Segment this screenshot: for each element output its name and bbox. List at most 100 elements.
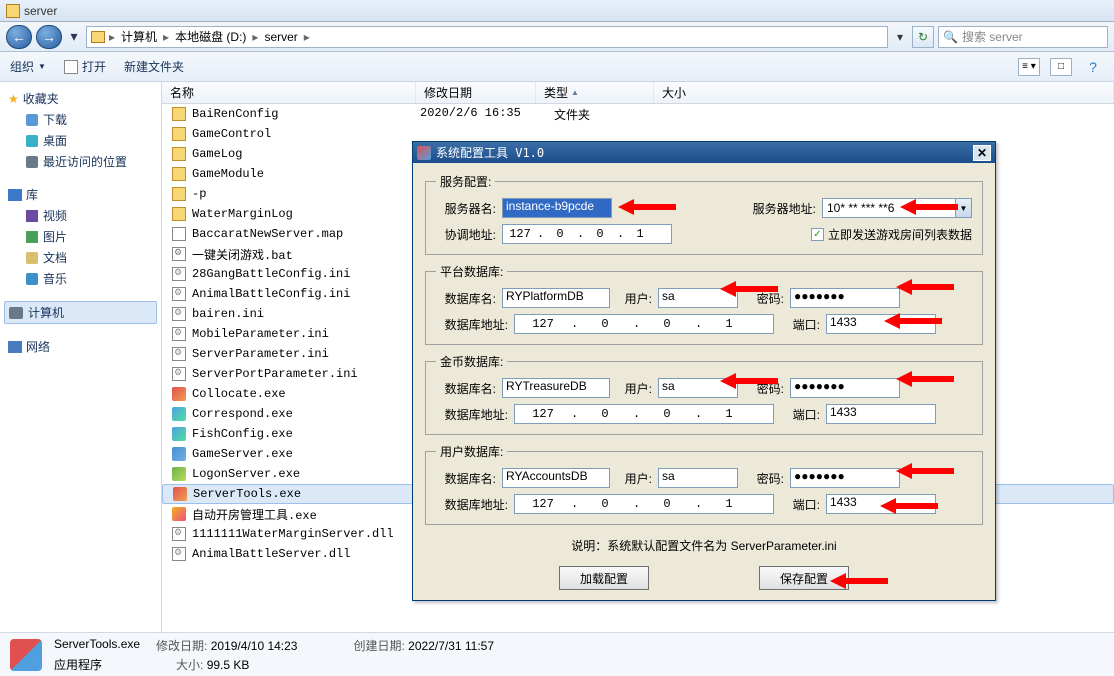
back-button[interactable]: ← [6, 25, 32, 49]
load-config-button[interactable]: 加载配置 [559, 566, 649, 590]
breadcrumb-field[interactable]: ▸ 计算机 ▸ 本地磁盘 (D:) ▸ server ▸ [86, 26, 888, 48]
col-name[interactable]: 名称 [162, 82, 416, 103]
library-icon [8, 189, 22, 201]
search-field[interactable]: 🔍 搜索 server [938, 26, 1108, 48]
file-name: Correspond.exe [192, 407, 293, 421]
file-row[interactable]: BaiRenConfig [162, 104, 1114, 124]
coord-ip-input[interactable]: 127. 0. 0. 1 [502, 224, 672, 244]
favorites-header[interactable]: ★收藏夹 [4, 88, 157, 109]
ini-icon [172, 347, 186, 361]
nav-network[interactable]: 网络 [4, 336, 157, 357]
exe3-icon [172, 507, 186, 521]
platform-db-group: 平台数据库: 数据库名: RYPlatformDB 用户: sa 密码: ●●●… [425, 263, 983, 345]
file-name: 1111111WaterMarginServer.dll [192, 527, 394, 541]
file-name: 28GangBattleConfig.ini [192, 267, 350, 281]
history-dropdown[interactable]: ▾ [66, 25, 82, 49]
nav-videos[interactable]: 视频 [4, 205, 157, 226]
file-name: LogonServer.exe [192, 467, 300, 481]
ini-icon [172, 267, 186, 281]
file-name: bairen.ini [192, 307, 264, 321]
gold-db-ip-input[interactable]: 127. 0. 0. 1 [514, 404, 774, 424]
file-name: AnimalBattleServer.dll [192, 547, 350, 561]
user-db-ip-input[interactable]: 127. 0. 0. 1 [514, 494, 774, 514]
platform-db-user-input[interactable]: sa [658, 288, 738, 308]
nav-recent[interactable]: 最近访问的位置 [4, 151, 157, 172]
col-date[interactable]: 修改日期 [416, 82, 536, 103]
preview-pane-button[interactable]: □ [1050, 58, 1072, 76]
ini-icon [172, 367, 186, 381]
breadcrumb[interactable]: 本地磁盘 (D:) [173, 28, 248, 45]
user-db-port-input[interactable]: 1433 [826, 494, 936, 514]
help-button[interactable]: ? [1082, 58, 1104, 76]
nav-documents[interactable]: 文档 [4, 247, 157, 268]
dialog-titlebar[interactable]: 系统配置工具 V1.0 ✕ [413, 142, 995, 163]
file-name: Collocate.exe [192, 387, 286, 401]
nav-desktop[interactable]: 桌面 [4, 130, 157, 151]
file-name: ServerPortParameter.ini [192, 367, 358, 381]
ini-icon [172, 327, 186, 341]
send-list-checkbox[interactable]: ✓立即发送游戏房间列表数据 [811, 226, 972, 243]
close-button[interactable]: ✕ [973, 145, 991, 161]
organize-menu[interactable]: 组织▼ [10, 58, 46, 75]
document-icon [26, 252, 38, 264]
nav-music[interactable]: 音乐 [4, 268, 157, 289]
gold-db-port-input[interactable]: 1433 [826, 404, 936, 424]
search-placeholder: 搜索 server [962, 28, 1023, 45]
folder-icon [91, 31, 105, 43]
bat-icon [172, 247, 186, 261]
platform-db-ip-input[interactable]: 127. 0. 0. 1 [514, 314, 774, 334]
nav-downloads[interactable]: 下载 [4, 109, 157, 130]
server-name-input[interactable]: instance-b9pcde [502, 198, 612, 218]
gold-db-user-input[interactable]: sa [658, 378, 738, 398]
file-name: FishConfig.exe [192, 427, 293, 441]
server-addr-combo[interactable]: 10* ** *** **6▼ [822, 198, 972, 218]
command-toolbar: 组织▼ 打开 新建文件夹 ≡ ▾ □ ? [0, 52, 1114, 82]
exe1-icon [172, 387, 186, 401]
refresh-button[interactable]: ↻ [912, 26, 934, 48]
gold-db-name-input[interactable]: RYTreasureDB [502, 378, 610, 398]
nav-pictures[interactable]: 图片 [4, 226, 157, 247]
user-db-name-input[interactable]: RYAccountsDB [502, 468, 610, 488]
col-type[interactable]: 类型▲ [536, 82, 654, 103]
platform-db-port-input[interactable]: 1433 [826, 314, 936, 334]
open-button[interactable]: 打开 [64, 58, 106, 75]
music-icon [26, 273, 38, 285]
desktop-icon [26, 135, 38, 147]
file-date: 2020/2/6 16:35 [420, 106, 521, 120]
breadcrumb[interactable]: 计算机 [119, 28, 159, 45]
platform-db-name-input[interactable]: RYPlatformDB [502, 288, 610, 308]
file-type: 文件夹 [554, 106, 590, 123]
window-titlebar: server [0, 0, 1114, 22]
gold-db-pwd-input[interactable]: ●●●●●●● [790, 378, 900, 398]
save-config-button[interactable]: 保存配置 [759, 566, 849, 590]
file-name: ServerTools.exe [193, 487, 301, 501]
file-name: GameModule [192, 167, 264, 181]
user-db-user-input[interactable]: sa [658, 468, 738, 488]
file-name: -p [192, 187, 206, 201]
picture-icon [26, 231, 38, 243]
navigation-pane: ★收藏夹 下载 桌面 最近访问的位置 库 视频 图片 文档 音乐 计算机 网络 [0, 82, 162, 632]
search-icon: 🔍 [943, 30, 958, 44]
exe2-icon [172, 427, 186, 441]
libraries-header[interactable]: 库 [4, 184, 157, 205]
address-dropdown[interactable]: ▾ [892, 30, 908, 44]
network-icon [8, 341, 22, 353]
folder-icon [172, 187, 186, 201]
nav-computer[interactable]: 计算机 [4, 301, 157, 324]
note-text: 说明：系统默认配置文件名为 ServerParameter.ini [425, 533, 983, 556]
view-button[interactable]: ≡ ▾ [1018, 58, 1040, 76]
file-name: GameLog [192, 147, 242, 161]
user-db-pwd-input[interactable]: ●●●●●●● [790, 468, 900, 488]
new-folder-button[interactable]: 新建文件夹 [124, 58, 184, 75]
app-icon [417, 146, 431, 160]
breadcrumb[interactable]: server [262, 30, 299, 44]
folder-icon [172, 207, 186, 221]
exe1-icon [173, 487, 187, 501]
video-icon [26, 210, 38, 222]
user-db-group: 用户数据库: 数据库名: RYAccountsDB 用户: sa 密码: ●●●… [425, 443, 983, 525]
platform-db-pwd-input[interactable]: ●●●●●●● [790, 288, 900, 308]
window-title: server [24, 4, 57, 18]
file-name: 一键关闭游戏.bat [192, 246, 293, 263]
col-size[interactable]: 大小 [654, 82, 1114, 103]
forward-button[interactable]: → [36, 25, 62, 49]
